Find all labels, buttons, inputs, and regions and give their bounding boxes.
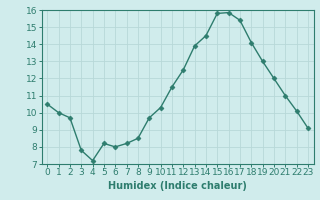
X-axis label: Humidex (Indice chaleur): Humidex (Indice chaleur) <box>108 181 247 191</box>
